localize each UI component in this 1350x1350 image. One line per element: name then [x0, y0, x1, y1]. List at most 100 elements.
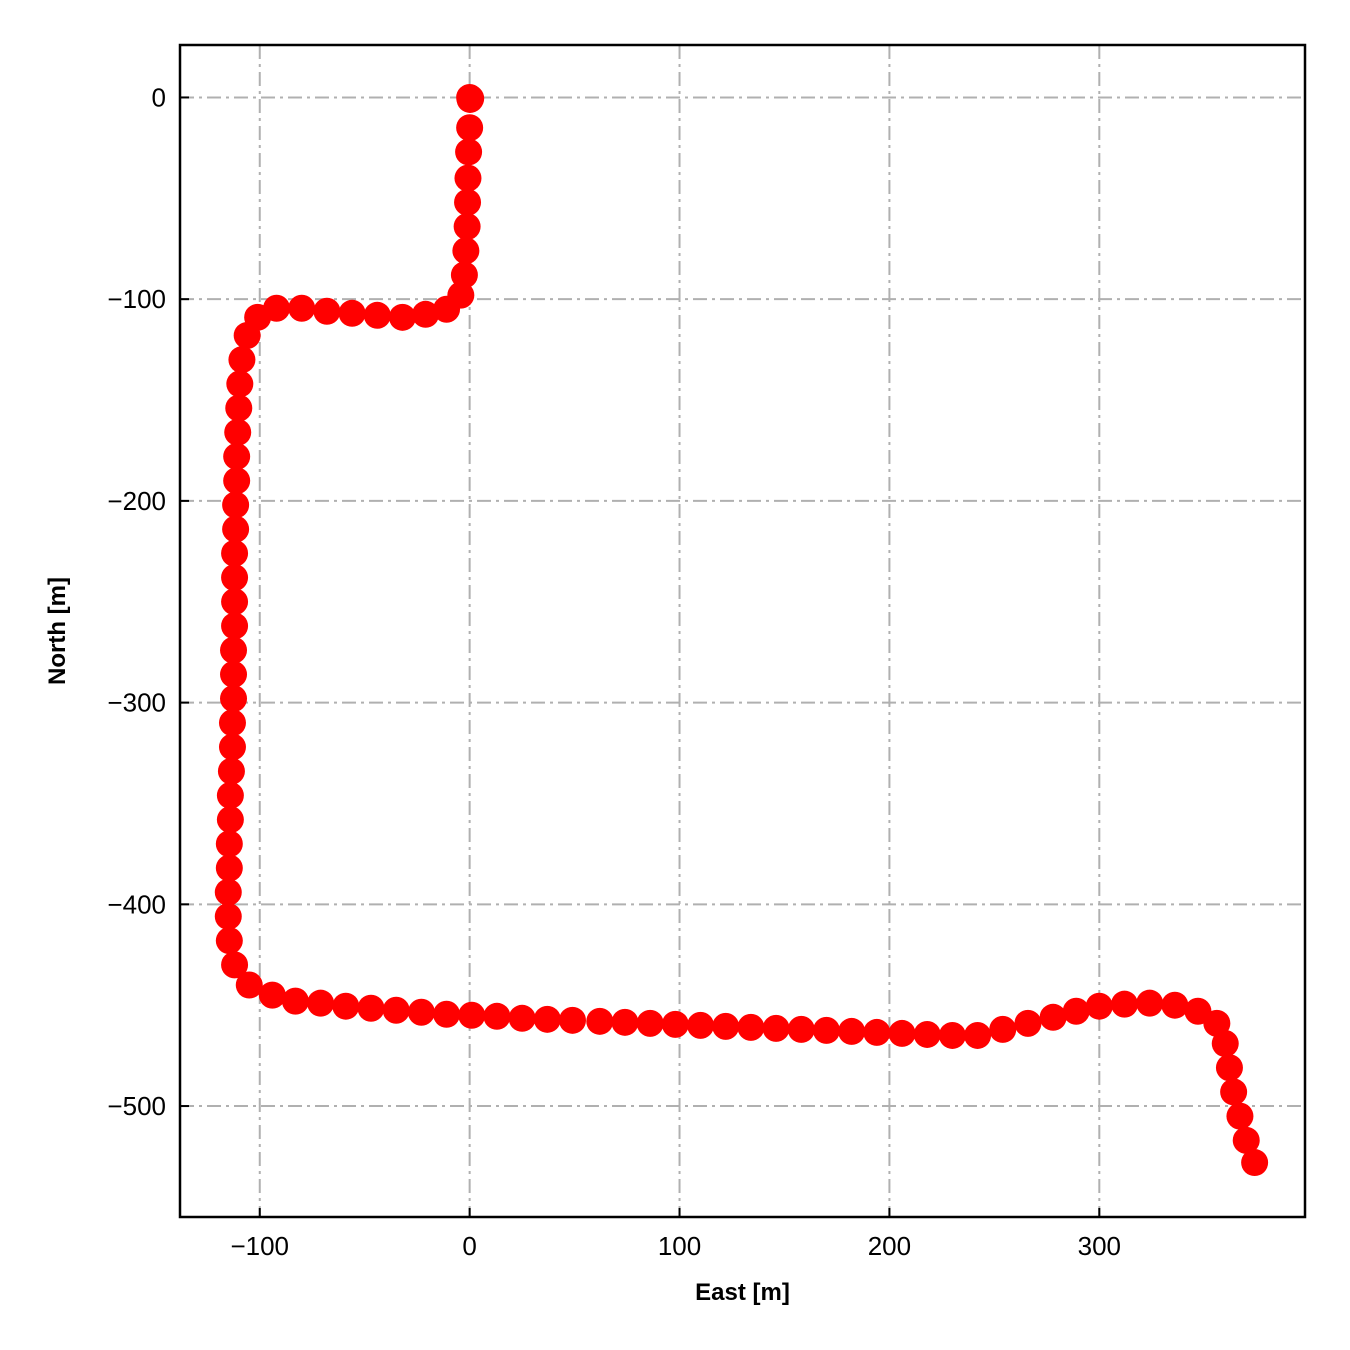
y-tick-label: −100: [107, 284, 166, 314]
y-axis-label: North [m]: [44, 577, 71, 685]
y-tick-label: −200: [107, 486, 166, 516]
trajectory-point: [313, 297, 341, 325]
trajectory-point: [226, 370, 254, 398]
trajectory-point: [1215, 1054, 1243, 1082]
trajectory-point: [1211, 1030, 1239, 1058]
trajectory-point: [586, 1007, 614, 1035]
trajectory-point: [433, 295, 461, 323]
trajectory-point: [454, 164, 482, 192]
plot-frame: [178, 43, 1307, 1219]
trajectory-point: [964, 1021, 992, 1049]
trajectory-point: [215, 830, 243, 858]
trajectory-point: [218, 709, 246, 737]
trajectory-point: [1062, 997, 1090, 1025]
x-axis-label: East [m]: [695, 1279, 790, 1306]
trajectory-point: [332, 992, 360, 1020]
trajectory-point: [216, 781, 244, 809]
trajectory-point: [224, 418, 252, 446]
trajectory-point: [558, 1006, 586, 1034]
trajectory-point: [1232, 1126, 1260, 1154]
trajectory-point: [456, 85, 484, 113]
trajectory-point: [453, 213, 481, 241]
trajectory-point: [1220, 1078, 1248, 1106]
trajectory-point: [220, 685, 248, 713]
trajectory-point: [363, 301, 391, 329]
axis-ticks: −100 0 100 200 300 0 −100 −200 −300 −400 −500: [107, 82, 1121, 1261]
trajectory-point: [215, 927, 243, 955]
trajectory-point: [938, 1021, 966, 1049]
trajectory-point: [407, 998, 435, 1026]
trajectory-point: [288, 294, 316, 322]
trajectory-point: [888, 1019, 916, 1047]
trajectory-point: [223, 443, 251, 471]
y-tick-label: −400: [107, 889, 166, 919]
trajectory-point: [762, 1014, 790, 1042]
trajectory-point: [222, 491, 250, 519]
trajectory-point: [687, 1011, 715, 1039]
trajectory-point: [216, 806, 244, 834]
trajectory-point: [220, 660, 248, 688]
trajectory-point: [382, 996, 410, 1024]
trajectory-point: [223, 467, 251, 495]
trajectory-point: [357, 994, 385, 1022]
x-tick-label: −100: [230, 1231, 289, 1261]
x-tick-label: 0: [462, 1231, 476, 1261]
trajectory-point: [1226, 1102, 1254, 1130]
trajectory-point: [1085, 992, 1113, 1020]
trajectory-point: [712, 1012, 740, 1040]
trajectory-point: [222, 515, 250, 543]
y-tick-label: 0: [152, 82, 166, 112]
trajectory-point: [737, 1013, 765, 1041]
trajectory-point: [221, 539, 249, 567]
trajectory-point: [1014, 1009, 1042, 1037]
trajectory-point: [483, 1002, 511, 1030]
trajectory-point: [388, 303, 416, 331]
trajectory-point: [433, 1000, 461, 1028]
trajectory-point: [217, 757, 245, 785]
trajectory-point: [215, 854, 243, 882]
trajectory-point: [611, 1008, 639, 1036]
trajectory-point: [258, 981, 286, 1009]
trajectory-point: [307, 989, 335, 1017]
x-tick-label: 300: [1078, 1231, 1121, 1261]
trajectory-point: [838, 1017, 866, 1045]
y-tick-label: −300: [107, 688, 166, 718]
trajectory-point: [1161, 991, 1189, 1019]
trajectory-point: [1110, 990, 1138, 1018]
trajectory-point: [661, 1010, 689, 1038]
x-tick-label: 100: [658, 1231, 701, 1261]
trajectory-point: [454, 188, 482, 216]
trajectory-point: [228, 346, 256, 374]
trajectory-point: [220, 636, 248, 664]
trajectory-point: [1039, 1003, 1067, 1031]
trajectory-point: [221, 564, 249, 592]
trajectory-point: [450, 261, 478, 289]
trajectory-point: [533, 1005, 561, 1033]
trajectory-point: [989, 1015, 1017, 1043]
trajectory-point: [214, 902, 242, 930]
trajectory-point: [281, 987, 309, 1015]
trajectory-point: [1241, 1149, 1269, 1177]
trajectory-point: [1203, 1009, 1231, 1037]
trajectory-point: [412, 300, 440, 328]
y-tick-label: −500: [107, 1091, 166, 1121]
trajectory-point: [508, 1004, 536, 1032]
trajectory-point: [452, 237, 480, 265]
trajectory-point: [1136, 989, 1164, 1017]
trajectory-point: [456, 114, 484, 142]
trajectory-point: [812, 1016, 840, 1044]
trajectory-point: [221, 612, 249, 640]
trajectory-point: [455, 138, 483, 166]
trajectory-point: [221, 588, 249, 616]
trajectory-point: [913, 1020, 941, 1048]
trajectory-point: [787, 1015, 815, 1043]
trajectory-point: [863, 1018, 891, 1046]
trajectory-point: [636, 1009, 664, 1037]
trajectory-point: [225, 394, 253, 422]
trajectory-point: [221, 951, 249, 979]
trajectory-point: [218, 733, 246, 761]
x-tick-label: 200: [868, 1231, 911, 1261]
data-points: [214, 83, 1269, 1177]
